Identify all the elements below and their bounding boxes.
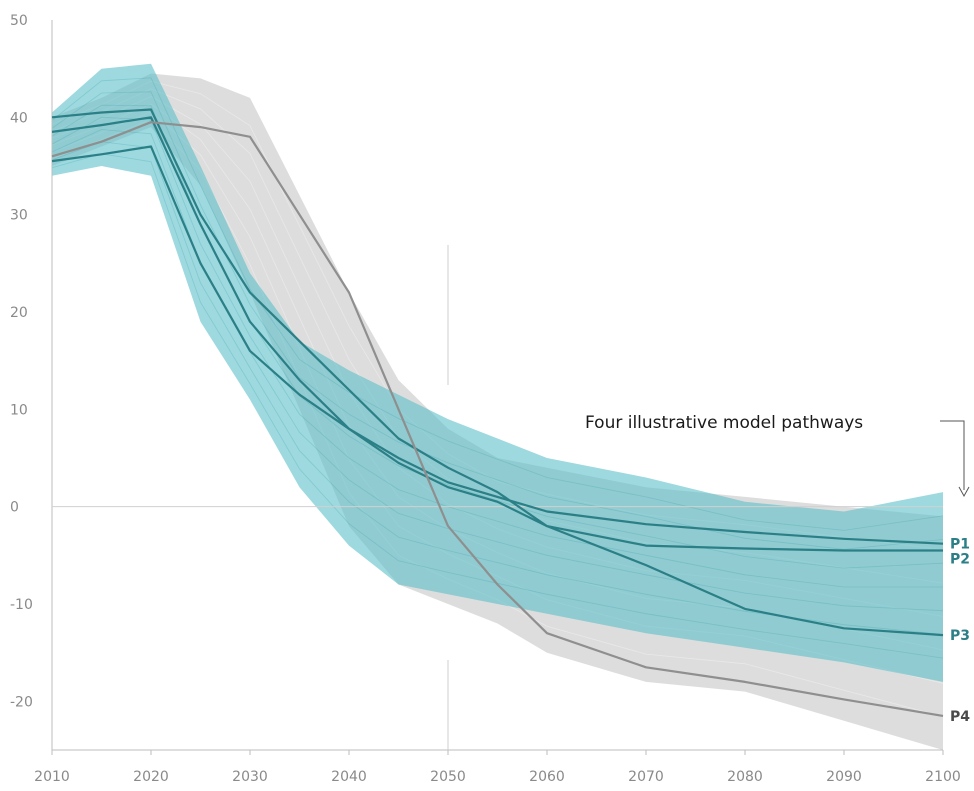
y-tick-label: 0 — [10, 500, 19, 516]
teal-ensemble-line — [51, 91, 944, 550]
x-tick-label: 2040 — [331, 769, 367, 785]
range-bands — [51, 63, 944, 750]
pathway-label-p3: P3 — [950, 628, 970, 644]
x-tick-label: 2050 — [430, 769, 466, 785]
teal-ensemble-line — [51, 153, 944, 659]
x-tick-label: 2020 — [133, 769, 169, 785]
pathway-lines — [51, 108, 944, 717]
annotation-text: Four illustrative model pathways — [585, 413, 863, 433]
teal-ensemble-line — [51, 141, 944, 635]
x-tick-label: 2030 — [232, 769, 268, 785]
y-tick-label: 10 — [10, 402, 28, 418]
pathway-line-p2 — [51, 108, 943, 552]
y-tick-label: 50 — [10, 13, 28, 29]
x-tick-label: 2070 — [628, 769, 664, 785]
teal-ensemble-line — [51, 116, 943, 588]
teal-ensemble-line — [51, 129, 944, 612]
teal-ensemble-line — [51, 77, 944, 531]
pathway-line-p1 — [51, 145, 944, 545]
y-tick-label: 30 — [10, 208, 28, 224]
y-tick-label: 20 — [10, 305, 28, 321]
chart-text: Four illustrative model pathways 50 40 30 2… — [10, 13, 970, 785]
pathway-label-p2: P2 — [950, 552, 970, 568]
pathway-label-p4: P4 — [950, 709, 970, 725]
teal-range-band — [52, 63, 943, 682]
x-tick-label: 2060 — [529, 769, 565, 785]
pathway-label-p1: P1 — [950, 537, 970, 553]
y-tick-label: -10 — [10, 597, 33, 613]
x-tick-label: 2010 — [34, 769, 70, 785]
annotation-bracket — [940, 420, 965, 490]
axes — [51, 20, 970, 755]
x-tick-label: 2100 — [925, 769, 961, 785]
pathway-line-p3 — [51, 116, 944, 637]
y-tick-label: 40 — [10, 110, 28, 126]
y-tick-label: -20 — [10, 694, 33, 710]
x-tick-label: 2090 — [826, 769, 862, 785]
pathway-line-p4 — [51, 121, 944, 717]
x-tick-label: 2080 — [727, 769, 763, 785]
annotation-arrowhead — [958, 486, 970, 498]
